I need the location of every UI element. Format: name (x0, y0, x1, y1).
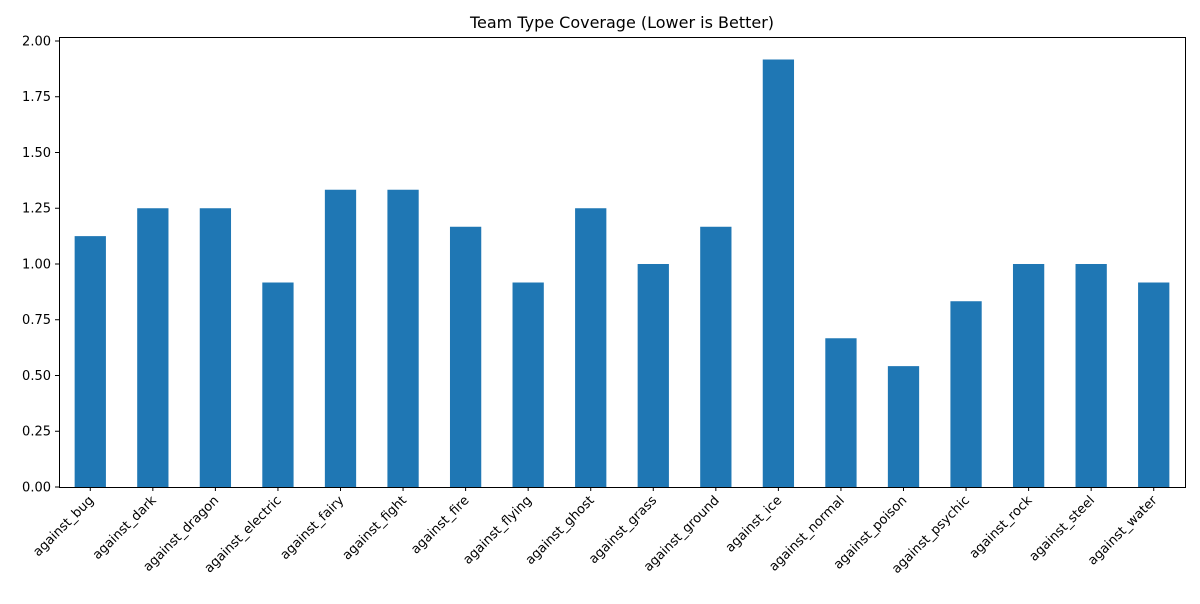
x-tick-label: against_steel (1027, 493, 1098, 564)
x-tick-label: against_fight (340, 493, 410, 563)
bar-against-psychic (950, 301, 982, 487)
x-tick-label: against_rock (967, 493, 1036, 562)
bar-against-ground (700, 226, 732, 487)
y-tick-label: 0.00 (22, 481, 51, 496)
y-tick-label: 1.00 (22, 257, 51, 272)
plot-frame (59, 37, 1186, 488)
bar-against-bug (74, 236, 106, 487)
y-tick-label: 1.75 (22, 90, 51, 105)
bar-against-ghost (575, 208, 607, 487)
x-tick-label: against_bug (31, 493, 98, 560)
y-tick-label: 2.00 (22, 34, 51, 49)
x-tick-label: against_dark (90, 493, 160, 563)
y-axis: 0.00 0.25 0.50 0.75 1.00 1.25 1.50 1.75 2.00 (22, 34, 59, 496)
bar-against-water (1138, 282, 1170, 487)
chart-title: Team Type Coverage (Lower is Better) (469, 13, 774, 32)
y-tick-label: 1.50 (22, 146, 51, 161)
bar-against-dragon (199, 208, 232, 487)
bar-against-poison (887, 366, 920, 487)
bars-group (74, 59, 1170, 488)
y-tick-label: 0.25 (22, 425, 51, 440)
y-tick-label: 0.75 (22, 313, 51, 328)
bar-against-dark (137, 208, 169, 487)
x-tick-label: against_fire (408, 493, 472, 557)
y-tick-label: 1.25 (22, 202, 51, 217)
x-tick-label: against_ice (723, 493, 785, 555)
bar-against-grass (637, 263, 669, 487)
bar-against-flying (512, 282, 544, 487)
bar-against-fight (387, 189, 419, 487)
bar-against-ice (762, 59, 795, 488)
bar-against-fire (449, 226, 482, 487)
x-axis: against_bugagainst_darkagainst_dragonaga… (31, 487, 1161, 577)
bar-against-electric (262, 282, 294, 487)
bar-against-steel (1075, 263, 1107, 487)
bar-against-fairy (324, 189, 357, 487)
x-tick-label: against_fairy (278, 493, 348, 563)
bar-against-rock (1012, 263, 1045, 487)
y-tick-label: 0.50 (22, 369, 51, 384)
bar-against-normal (825, 338, 857, 487)
